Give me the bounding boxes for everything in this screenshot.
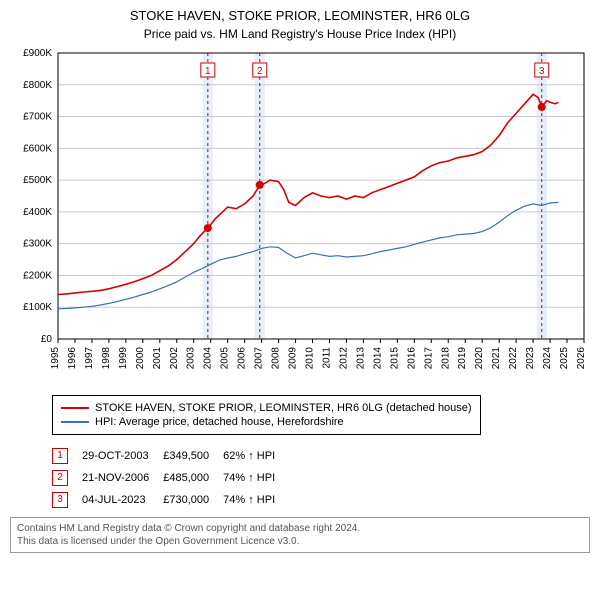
transaction-marker-badge: 3 bbox=[52, 492, 68, 508]
svg-text:1: 1 bbox=[205, 66, 211, 77]
svg-text:2026: 2026 bbox=[576, 346, 587, 369]
svg-text:2021: 2021 bbox=[491, 346, 502, 369]
legend-label: HPI: Average price, detached house, Here… bbox=[95, 416, 344, 428]
transaction-point bbox=[256, 181, 264, 189]
chart-area: £0 £100K £200K £300K £400K £500K £600K £700K £80… bbox=[10, 47, 590, 387]
svg-text:2009: 2009 bbox=[288, 346, 299, 369]
transaction-price: £349,500 bbox=[163, 445, 223, 467]
legend-row: HPI: Average price, detached house, Here… bbox=[61, 416, 472, 428]
svg-text:2019: 2019 bbox=[457, 346, 468, 369]
transaction-vs-hpi: 62% ↑ HPI bbox=[223, 445, 289, 467]
svg-text:1999: 1999 bbox=[118, 346, 129, 369]
legend-swatch bbox=[61, 421, 89, 423]
svg-text:£700K: £700K bbox=[23, 111, 52, 122]
svg-text:£800K: £800K bbox=[23, 80, 52, 91]
svg-text:2008: 2008 bbox=[271, 346, 282, 369]
svg-text:£0: £0 bbox=[41, 334, 53, 345]
svg-text:2005: 2005 bbox=[220, 346, 231, 369]
footer-line: This data is licensed under the Open Gov… bbox=[17, 535, 583, 548]
transaction-point bbox=[538, 103, 546, 111]
svg-text:£400K: £400K bbox=[23, 207, 52, 218]
svg-text:2003: 2003 bbox=[186, 346, 197, 369]
transaction-vs-hpi: 74% ↑ HPI bbox=[223, 489, 289, 511]
svg-text:2023: 2023 bbox=[525, 346, 536, 369]
svg-text:2004: 2004 bbox=[203, 346, 214, 369]
svg-text:2022: 2022 bbox=[508, 346, 519, 369]
svg-text:£500K: £500K bbox=[23, 175, 52, 186]
transaction-row: 2 21-NOV-2006£485,00074% ↑ HPI bbox=[52, 467, 289, 489]
svg-text:2010: 2010 bbox=[305, 346, 316, 369]
transactions-table: 1 29-OCT-2003£349,50062% ↑ HPI 2 21-NOV-200… bbox=[52, 445, 289, 511]
transaction-price: £730,000 bbox=[163, 489, 223, 511]
svg-text:2006: 2006 bbox=[237, 346, 248, 369]
transaction-row: 1 29-OCT-2003£349,50062% ↑ HPI bbox=[52, 445, 289, 467]
svg-text:2014: 2014 bbox=[372, 346, 383, 369]
svg-text:2020: 2020 bbox=[474, 346, 485, 369]
svg-text:2000: 2000 bbox=[135, 346, 146, 369]
transaction-date: 29-OCT-2003 bbox=[82, 445, 163, 467]
svg-text:2002: 2002 bbox=[169, 346, 180, 369]
transaction-vs-hpi: 74% ↑ HPI bbox=[223, 467, 289, 489]
transaction-date: 04-JUL-2023 bbox=[82, 489, 163, 511]
transaction-price: £485,000 bbox=[163, 467, 223, 489]
svg-text:£900K: £900K bbox=[23, 48, 52, 59]
svg-text:2001: 2001 bbox=[152, 346, 163, 369]
svg-text:2013: 2013 bbox=[355, 346, 366, 369]
svg-text:2017: 2017 bbox=[423, 346, 434, 369]
svg-text:£300K: £300K bbox=[23, 239, 52, 250]
svg-text:1997: 1997 bbox=[84, 346, 95, 369]
svg-text:2: 2 bbox=[257, 66, 263, 77]
svg-text:2011: 2011 bbox=[321, 346, 332, 368]
svg-text:3: 3 bbox=[539, 66, 545, 77]
legend-label: STOKE HAVEN, STOKE PRIOR, LEOMINSTER, HR… bbox=[95, 402, 472, 414]
svg-text:2024: 2024 bbox=[542, 346, 553, 369]
chart-title: STOKE HAVEN, STOKE PRIOR, LEOMINSTER, HR… bbox=[10, 8, 590, 25]
svg-text:1998: 1998 bbox=[101, 346, 112, 369]
svg-text:2007: 2007 bbox=[254, 346, 265, 369]
price-chart-svg: £0 £100K £200K £300K £400K £500K £600K £700K £80… bbox=[10, 47, 590, 387]
svg-text:2012: 2012 bbox=[338, 346, 349, 369]
svg-text:2018: 2018 bbox=[440, 346, 451, 369]
transaction-marker-badge: 2 bbox=[52, 470, 68, 486]
legend-swatch bbox=[61, 407, 89, 409]
legend-row: STOKE HAVEN, STOKE PRIOR, LEOMINSTER, HR… bbox=[61, 402, 472, 414]
svg-text:1995: 1995 bbox=[50, 346, 61, 369]
svg-text:2025: 2025 bbox=[559, 346, 570, 369]
transaction-marker-badge: 1 bbox=[52, 448, 68, 464]
svg-text:£200K: £200K bbox=[23, 270, 52, 281]
legend: STOKE HAVEN, STOKE PRIOR, LEOMINSTER, HR… bbox=[52, 395, 481, 435]
svg-text:2015: 2015 bbox=[389, 346, 400, 369]
svg-text:1996: 1996 bbox=[67, 346, 78, 369]
transaction-row: 3 04-JUL-2023£730,00074% ↑ HPI bbox=[52, 489, 289, 511]
footer-line: Contains HM Land Registry data © Crown c… bbox=[17, 522, 583, 535]
svg-text:£100K: £100K bbox=[23, 302, 52, 313]
transaction-point bbox=[204, 224, 212, 232]
chart-subtitle: Price paid vs. HM Land Registry's House … bbox=[10, 27, 590, 41]
transaction-date: 21-NOV-2006 bbox=[82, 467, 163, 489]
svg-text:£600K: £600K bbox=[23, 143, 52, 154]
attribution-footer: Contains HM Land Registry data © Crown c… bbox=[10, 517, 590, 553]
svg-text:2016: 2016 bbox=[406, 346, 417, 369]
